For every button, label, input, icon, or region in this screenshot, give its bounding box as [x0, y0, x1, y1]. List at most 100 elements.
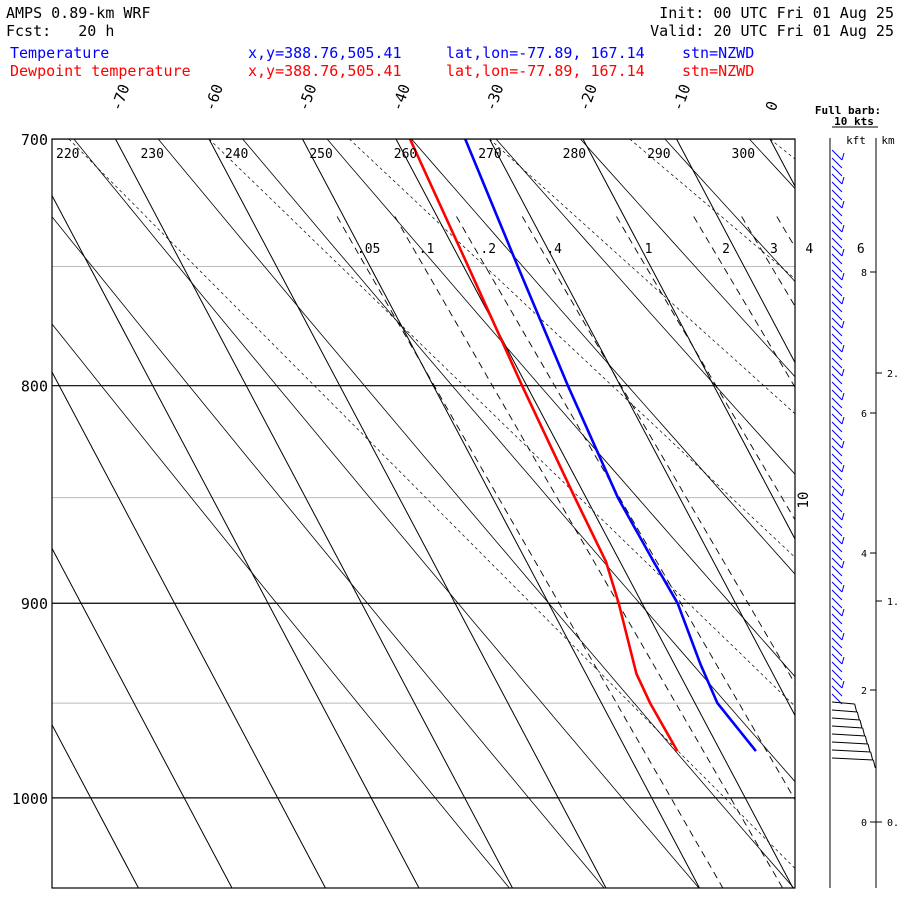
wind-barb	[831, 669, 843, 681]
wind-barb	[831, 397, 843, 409]
temperature-tick-label: -50	[294, 82, 320, 114]
dry-adiabat	[495, 139, 795, 475]
wind-barb	[831, 629, 843, 641]
wind-barb	[831, 597, 843, 609]
mixing-ratio-label: .4	[546, 242, 562, 257]
wind-barb	[831, 421, 843, 433]
wind-barb	[831, 405, 843, 417]
wind-barb	[831, 453, 843, 465]
kft-tick-label: 6	[861, 409, 867, 420]
wind-barb	[831, 253, 843, 265]
isotherm-line	[52, 723, 139, 888]
wind-barb	[831, 269, 843, 281]
isotherm-line	[302, 139, 700, 888]
km-tick-label: 0.	[887, 818, 899, 829]
wind-barb	[831, 741, 869, 745]
wind-barb	[831, 261, 843, 273]
wind-barb	[831, 445, 843, 457]
mixing-ratio-label: 3	[770, 242, 778, 257]
mixing-ratio-line	[456, 216, 795, 801]
theta-label: 220	[56, 147, 79, 162]
wind-barb	[831, 709, 858, 713]
dewpoint-station: stn=NZWD	[682, 62, 755, 80]
kft-tick-label: 0	[861, 818, 867, 829]
temperature-latlon: lat,lon=-77.89, 167.14	[446, 44, 645, 62]
wind-barb	[831, 477, 843, 489]
forecast-hour: Fcst: 20 h	[6, 22, 115, 40]
wind-barb	[831, 653, 843, 665]
wind-barb	[831, 549, 843, 561]
temperature-station: stn=NZWD	[682, 44, 755, 62]
temperature-tick-label: 0	[762, 99, 782, 114]
wind-barb	[831, 661, 843, 673]
dry-adiabat	[816, 30, 900, 900]
wind-barb	[831, 157, 843, 169]
theta-label: 290	[647, 147, 670, 162]
theta-label: 240	[225, 147, 248, 162]
theta-label: 280	[563, 147, 586, 162]
wind-barb	[831, 221, 843, 233]
wind-barb	[831, 621, 843, 633]
wind-barb	[831, 389, 843, 401]
pressure-label: 700	[21, 131, 48, 149]
wind-barb	[831, 501, 843, 513]
wind-barb	[831, 605, 843, 617]
wind-barb	[831, 413, 843, 425]
dry-adiabat	[733, 30, 900, 900]
mixing-ratio-line	[336, 216, 724, 888]
wind-barb	[831, 349, 843, 361]
isotherm-line	[52, 194, 420, 888]
wind-barb	[831, 229, 843, 241]
wind-barb	[831, 645, 843, 657]
wind-barb	[831, 461, 843, 473]
isotherm-line	[52, 370, 326, 888]
dewpoint-latlon: lat,lon=-77.89, 167.14	[446, 62, 645, 80]
wind-barb	[831, 437, 843, 449]
isotherm-line	[115, 139, 513, 888]
wind-barb	[831, 533, 843, 545]
wind-barb	[831, 749, 871, 753]
km-tick-label: 1.	[887, 597, 899, 608]
dry-adiabat	[326, 139, 795, 678]
isotherm-line	[52, 547, 233, 888]
wind-barb	[831, 301, 843, 313]
mixing-ratio-line	[394, 216, 784, 888]
wind-legend-value: 10 kts	[834, 115, 874, 128]
temperature-tick-label: -70	[107, 82, 133, 114]
wind-barb	[831, 309, 843, 321]
temperature-tick-label: -30	[481, 82, 507, 114]
wind-legend-label: Full barb:	[815, 104, 881, 117]
dry-adiabat	[157, 139, 795, 888]
wind-barb	[831, 525, 843, 537]
isotherm-line	[0, 139, 45, 888]
wind-barb	[831, 357, 843, 369]
wind-barb	[831, 469, 843, 481]
wind-barb	[831, 189, 843, 201]
wind-barb	[831, 541, 843, 553]
wind-barb	[831, 429, 843, 441]
wind-barb	[831, 317, 843, 329]
dewpoint-xy: x,y=388.76,505.41	[248, 62, 402, 80]
dry-adiabat	[52, 216, 605, 888]
wind-barb	[831, 277, 843, 289]
mixing-ratio-label: .1	[419, 242, 435, 257]
plot-frame	[51, 138, 796, 889]
mixing-ratio-label: 2	[722, 242, 730, 257]
mixing-ratio-line	[896, 217, 900, 900]
wind-barb	[831, 677, 843, 689]
moist-adiabat	[769, 139, 795, 160]
temperature-tick-label: -40	[388, 82, 414, 114]
wind-barb	[831, 517, 843, 529]
moist-adiabat-label: 10	[796, 492, 812, 509]
theta-label: 270	[478, 147, 501, 162]
wind-barb	[831, 245, 843, 257]
temperature-xy: x,y=388.76,505.41	[248, 44, 402, 62]
theta-label: 230	[140, 147, 163, 162]
isotherm-line	[676, 139, 795, 364]
wind-barb	[831, 573, 843, 585]
wind-barb	[831, 237, 843, 249]
wind-barb	[831, 365, 843, 377]
km-axis-label: km	[881, 134, 895, 147]
dewpoint-legend: Dewpoint temperature	[10, 62, 191, 80]
